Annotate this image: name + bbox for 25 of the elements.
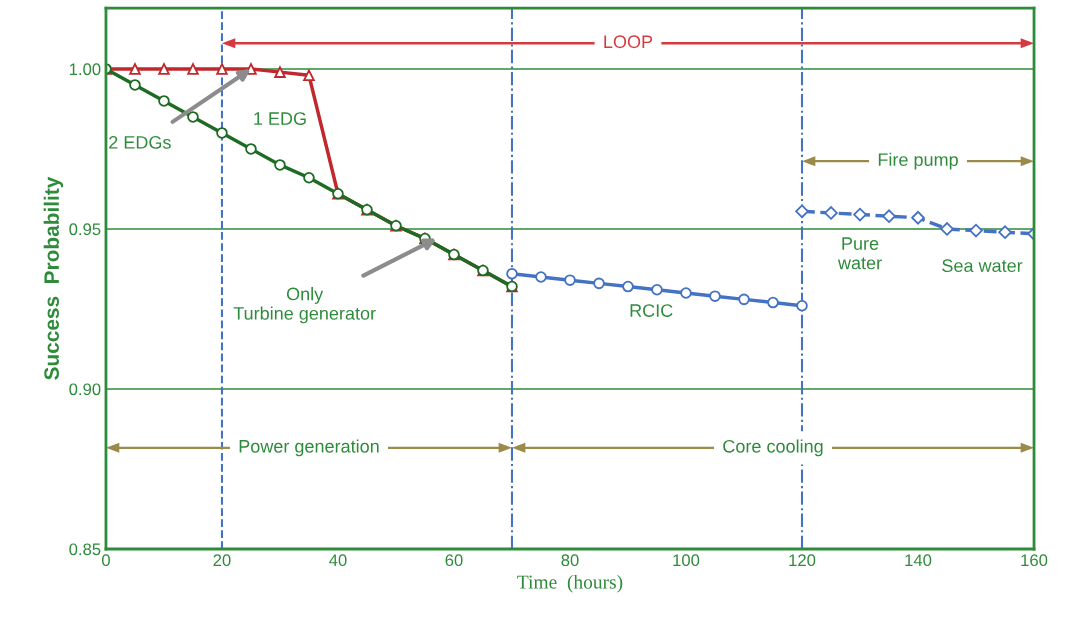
- annotation: Pure water: [837, 237, 882, 270]
- annotation: 1 EDG: [254, 112, 306, 125]
- annotation: Only Turbine generator: [233, 287, 376, 324]
- annotation: RCIC: [630, 304, 673, 317]
- x-tick-label: 60: [445, 554, 463, 567]
- y-axis-title: Success Probability: [43, 176, 64, 380]
- x-tick-label: 80: [561, 554, 579, 567]
- x-tick-label: 20: [213, 554, 231, 567]
- annotation: Core cooling: [723, 439, 823, 457]
- annotation: Sea water: [942, 259, 1023, 273]
- x-axis-title: Time (hours): [517, 574, 623, 593]
- x-tick-label: 140: [905, 554, 932, 567]
- annotation: LOOP: [604, 35, 653, 49]
- annotation: Power generation: [239, 439, 379, 457]
- y-tick-label: 0.90: [69, 383, 101, 396]
- x-tick-label: 160: [1021, 554, 1048, 567]
- y-tick-label: 1.00: [69, 63, 101, 76]
- y-tick-label: 0.85: [69, 543, 101, 556]
- x-tick-label: 40: [329, 554, 347, 567]
- x-tick-label: 120: [789, 554, 816, 567]
- x-tick-label: 100: [673, 554, 700, 567]
- annotation: Fire pump: [878, 152, 958, 170]
- annotation: 2 EDGs: [109, 135, 171, 149]
- x-tick-label: 0: [101, 554, 110, 567]
- y-tick-label: 0.95: [69, 223, 101, 236]
